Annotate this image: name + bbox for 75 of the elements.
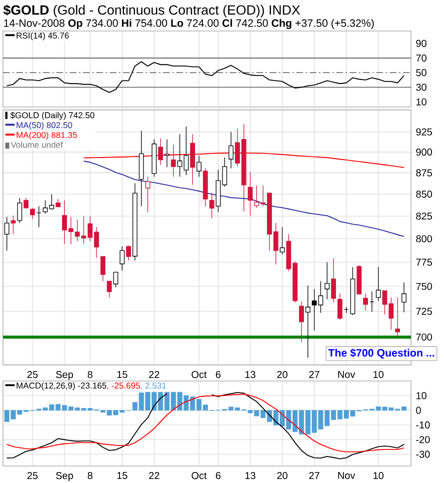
x-tick-label: 8: [88, 370, 92, 378]
candlestick: [395, 297, 400, 337]
chart-title: $GOLD (Gold - Continuous Contract (EOD)) INDX: [3, 4, 300, 18]
x-tick-label: Sep: [56, 472, 73, 482]
candlestick: [299, 301, 304, 342]
y-tick-label: 70: [416, 54, 426, 62]
y-tick-label: 800: [416, 235, 432, 242]
x-tick-label: Sep: [56, 370, 73, 380]
candlestick: [158, 138, 164, 166]
series-label: , 2.531: [141, 382, 166, 390]
x-tick-label: 22: [149, 370, 160, 378]
candlestick: [324, 262, 330, 300]
y-tick-label: -30: [416, 450, 430, 458]
candlestick: [164, 139, 170, 168]
y-tick-label: 875: [416, 169, 432, 176]
x-tick-label: Oct: [192, 370, 207, 378]
candlestick: [331, 258, 336, 303]
y-tick-label: 850: [416, 190, 432, 198]
x-tick-label: 15: [117, 472, 128, 480]
y-tick-label: 50: [416, 69, 426, 76]
x-tick-label: 22: [149, 472, 160, 480]
candlestick: [30, 208, 35, 220]
candlestick: [228, 132, 234, 169]
x-tick-label: 27: [309, 370, 320, 378]
candlestick: [305, 285, 310, 358]
candlestick: [196, 155, 202, 178]
x-tick-label: 25: [27, 370, 38, 378]
candlestick: [24, 198, 29, 208]
x-tick-label: 13: [245, 472, 256, 480]
candlestick: [132, 182, 138, 261]
legend-label: MA(50) 802.50: [16, 122, 72, 130]
candlestick: [126, 245, 131, 261]
y-tick-label: 825: [416, 212, 432, 220]
legend-label: $GOLD (Daily) 742.50: [10, 112, 94, 120]
x-tick-label: Nov: [338, 370, 356, 378]
x-tick-label: 20: [277, 370, 288, 378]
x-tick-label: 15: [117, 370, 128, 378]
annotation: Volume undef: [10, 142, 63, 148]
text: 14-Nov-2008 Op 734.00 Hi 754.00 Lo 724.00 Cl 742.50 Chg +37.50 (+5.32%): [4, 19, 374, 29]
y-tick-label: 775: [416, 258, 432, 266]
candlestick: [248, 171, 253, 216]
x-tick-label: 13: [245, 370, 256, 378]
x-tick-label: 27: [309, 472, 320, 480]
text: , -25.695: [107, 382, 140, 390]
y-tick-label: 30: [416, 84, 426, 91]
candlestick: [402, 282, 406, 313]
x-tick-label: Oct: [192, 472, 207, 480]
x-tick-label: Nov: [338, 472, 356, 480]
candlestick: [190, 134, 196, 186]
annotation: The $700 Question ...: [328, 348, 434, 359]
legend-label: MA(200) 881.35: [16, 132, 77, 140]
x-tick-label: 25: [27, 472, 38, 480]
y-tick-label: 900: [416, 148, 432, 156]
x-tick-label: 6: [216, 472, 221, 480]
y-tick-label: 0: [416, 406, 421, 414]
x-tick-label: 20: [277, 472, 288, 480]
y-tick-label: 750: [416, 282, 432, 290]
legend-label: MACD(12,26,9) -23.165: [16, 382, 106, 390]
y-tick-label: 925: [416, 128, 432, 136]
x-tick-label: 6: [216, 370, 221, 378]
y-tick-label: -20: [416, 436, 430, 444]
y-tick-label: 700: [416, 334, 432, 341]
y-tick-label: 10: [416, 392, 426, 400]
y-tick-label: -10: [416, 421, 430, 429]
line-series: [83, 160, 404, 237]
x-tick-label: 10: [374, 370, 384, 378]
candlestick: [170, 144, 176, 178]
candlestick: [363, 293, 368, 311]
legend-label: RSI(14) 45.76: [16, 32, 69, 40]
x-tick-label: 10: [374, 472, 384, 480]
y-tick-label: 10: [416, 98, 426, 106]
y-tick-label: 90: [416, 40, 426, 47]
x-tick-label: 8: [88, 472, 92, 480]
y-tick-label: 725: [416, 308, 432, 315]
candlestick: [138, 130, 144, 207]
